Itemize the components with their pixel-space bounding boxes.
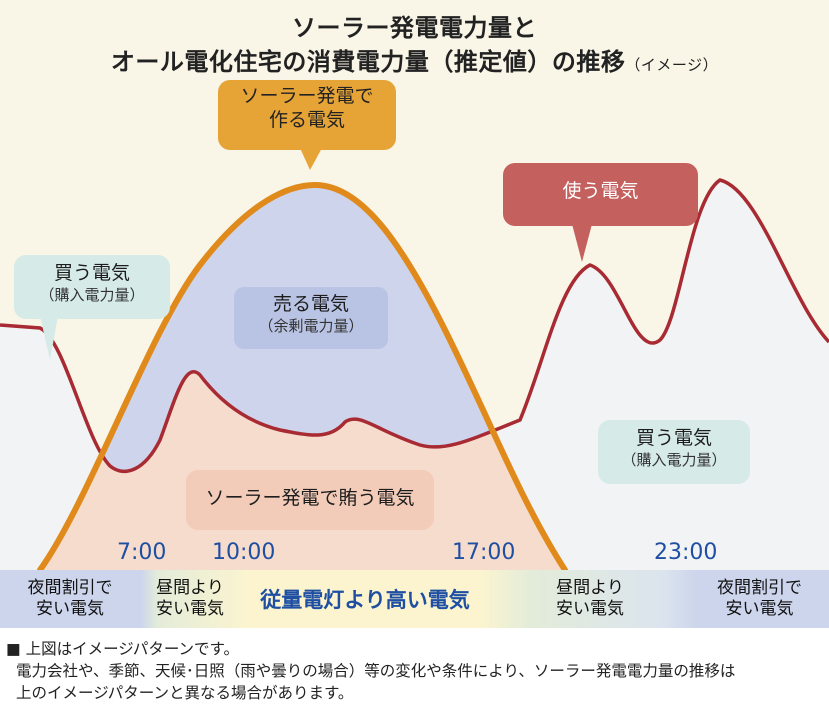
footnote-line-2: 電力会社や、季節、天候･日照（雨や曇りの場合）等の変化や条件により、ソーラー発電…	[16, 662, 736, 680]
callout-sell-shape	[234, 287, 388, 349]
title-line-1: ソーラー発電電力量と	[292, 14, 537, 42]
callout-buy-right-sub: （購入電力量）	[621, 450, 727, 469]
band-night-left-line1: 夜間割引で	[27, 577, 113, 598]
callout-sell-main: 売る電気	[272, 293, 349, 315]
footnotes: ■ 上図はイメージパターンです。 電力会社や、季節、天候･日照（雨や曇りの場合）…	[6, 638, 826, 704]
callout-solar-made: ソーラー発電で 作る電気	[218, 85, 396, 133]
band-day-left: 昼間より 安い電気	[140, 570, 240, 628]
band-night-left: 夜間割引で 安い電気	[0, 570, 140, 628]
time-label-23: 23:00	[654, 540, 718, 565]
band-peak: 従量電灯より高い電気	[260, 588, 470, 612]
band-night-right-line1: 夜間割引で	[717, 577, 802, 598]
energy-diagram-svg	[0, 0, 829, 628]
band-day-right-line2: 安い電気	[556, 599, 624, 619]
band-day-left-line2: 安い電気	[156, 599, 224, 619]
callout-solar-made-line1: ソーラー発電で	[240, 85, 374, 107]
time-label-17: 17:00	[452, 540, 516, 565]
time-label-7: 7:00	[117, 540, 167, 565]
time-label-10: 10:00	[212, 540, 276, 565]
callout-sell: 売る電気 （余剰電力量）	[234, 293, 388, 336]
band-night-left-line2: 安い電気	[36, 599, 104, 619]
callout-buy-left-main: 買う電気	[53, 262, 130, 284]
footnote-line-1: ■ 上図はイメージパターンです。	[6, 640, 240, 658]
callout-cover-shape	[186, 470, 434, 530]
callout-buy-left-sub: （購入電力量）	[39, 285, 145, 304]
callout-buy-right-main: 買う電気	[635, 427, 712, 449]
callout-buy-right: 買う電気 （購入電力量）	[598, 427, 750, 470]
callout-buy-left: 買う電気 （購入電力量）	[14, 262, 170, 305]
callout-used-shape	[503, 163, 698, 262]
band-day-right: 昼間より 安い電気	[525, 570, 655, 628]
solar-curve	[37, 181, 568, 573]
title-line-2: オール電化住宅の消費電力量（推定値）の推移（イメージ）	[0, 42, 829, 77]
band-day-left-line1: 昼間より	[156, 577, 224, 598]
callout-used-label: 使う電気	[562, 180, 639, 202]
band-night-right: 夜間割引で 安い電気	[690, 570, 829, 628]
callout-solar-made-shape	[218, 80, 396, 170]
callout-buy-left-shape	[14, 255, 170, 360]
band-day-right-line1: 昼間より	[556, 577, 624, 598]
callout-sell-sub: （余剰電力量）	[258, 316, 364, 335]
price-band	[0, 570, 829, 628]
footnote-line-3: 上のイメージパターンと異なる場合があります。	[16, 684, 354, 702]
band-night-right-line2: 安い電気	[725, 599, 794, 619]
consumption-curve	[0, 178, 829, 474]
title-line-2-suffix: （イメージ）	[625, 56, 719, 74]
title-line-2-main: オール電化住宅の消費電力量（推定値）の推移	[110, 48, 626, 76]
diagram-canvas	[0, 0, 829, 628]
callout-used: 使う電気	[503, 180, 698, 204]
callout-cover-label: ソーラー発電で賄う電気	[205, 487, 415, 509]
callout-solar-made-line2: 作る電気	[268, 108, 345, 131]
callout-cover: ソーラー発電で賄う電気	[186, 487, 434, 511]
callout-buy-right-shape	[598, 420, 750, 484]
